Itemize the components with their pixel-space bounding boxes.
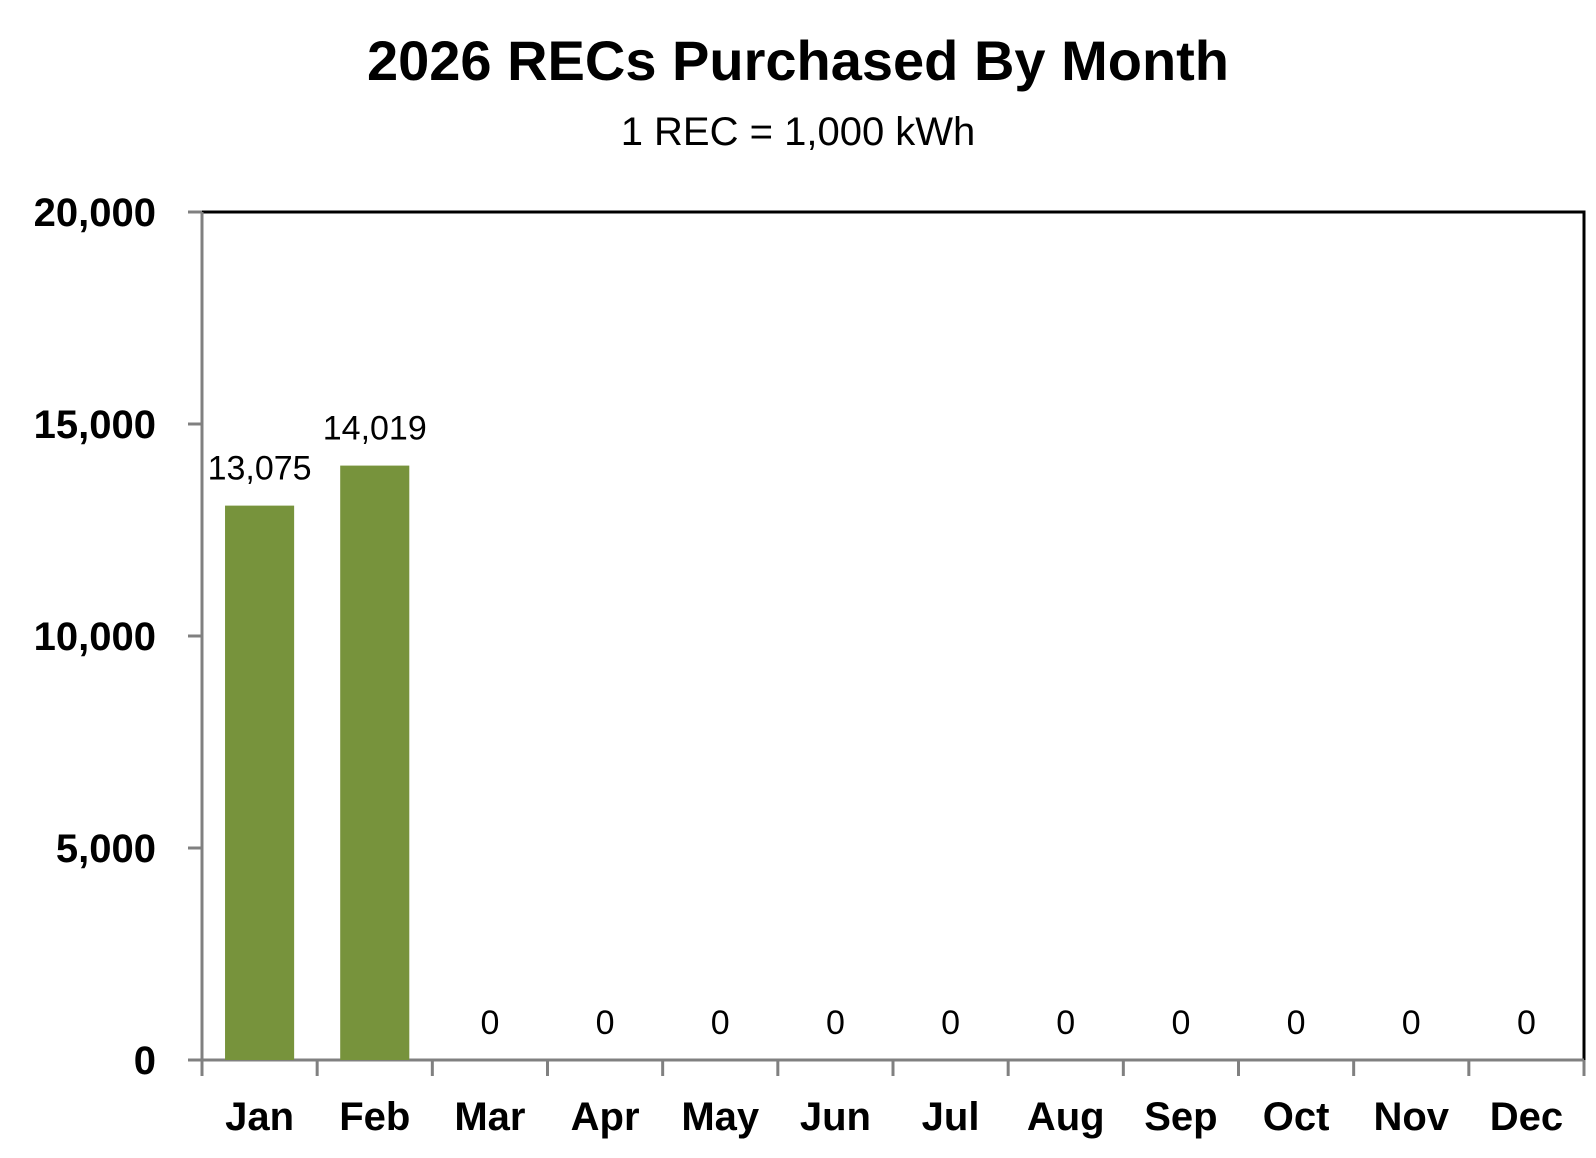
data-label: 0	[480, 1004, 499, 1042]
data-label: 14,019	[323, 410, 427, 448]
x-tick-label: Aug	[1027, 1095, 1105, 1139]
y-tick-label: 10,000	[34, 615, 156, 659]
chart-subtitle: 1 REC = 1,000 kWh	[621, 110, 976, 154]
x-tick-label: Jun	[800, 1095, 871, 1139]
x-tick-label: Oct	[1263, 1095, 1330, 1139]
x-tick-label: Apr	[571, 1095, 640, 1139]
data-label: 0	[1402, 1004, 1421, 1042]
data-label: 0	[1171, 1004, 1190, 1042]
data-label: 0	[1056, 1004, 1075, 1042]
data-label: 0	[711, 1004, 730, 1042]
y-tick-label: 0	[134, 1039, 156, 1083]
chart-title: 2026 RECs Purchased By Month	[367, 29, 1229, 92]
bar-jan	[225, 505, 295, 1060]
x-tick-label: Jan	[225, 1095, 294, 1139]
bar-feb	[340, 465, 410, 1061]
data-label: 0	[1287, 1004, 1306, 1042]
y-axis: 0 5,000 10,000 15,000 20,000	[34, 191, 204, 1083]
data-label: 0	[826, 1004, 845, 1042]
data-label: 0	[596, 1004, 615, 1042]
x-tick-label: Sep	[1144, 1095, 1217, 1139]
bars	[225, 465, 410, 1061]
data-label: 0	[1517, 1004, 1536, 1042]
y-tick-label: 5,000	[56, 827, 156, 871]
y-tick-label: 20,000	[34, 191, 156, 235]
x-tick-label: Jul	[922, 1095, 980, 1139]
data-labels: 13,075 14,019 0 0 0 0 0 0 0 0 0 0	[208, 410, 1536, 1042]
data-label: 13,075	[208, 450, 312, 488]
x-tick-label: Feb	[339, 1095, 410, 1139]
x-axis: Jan Feb Mar Apr May Jun Jul Aug Sep Oct Nov Dec	[188, 1058, 1586, 1139]
x-tick-label: Dec	[1490, 1095, 1563, 1139]
x-tick-label: Nov	[1373, 1095, 1449, 1139]
x-tick-label: May	[681, 1095, 760, 1139]
x-tick-label: Mar	[454, 1095, 525, 1139]
y-tick-label: 15,000	[34, 403, 156, 447]
data-label: 0	[941, 1004, 960, 1042]
